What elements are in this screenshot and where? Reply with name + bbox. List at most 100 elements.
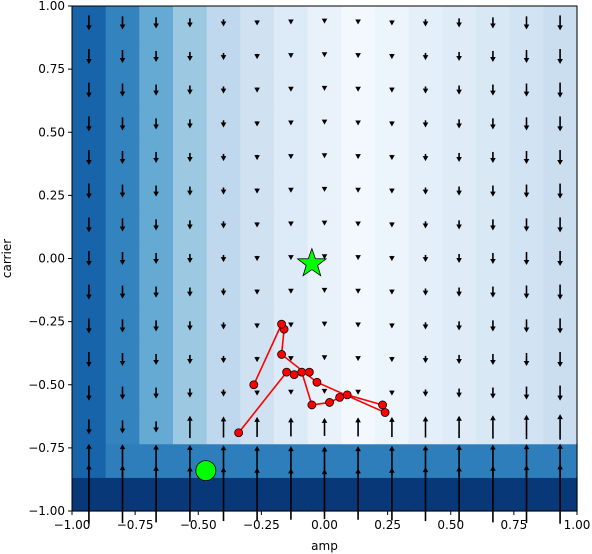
quiver-arrow: [422, 221, 429, 229]
arrow-head: [355, 19, 361, 25]
arrow-head: [355, 446, 361, 452]
quiver-arrow: [153, 252, 159, 265]
arrow-head: [523, 125, 530, 131]
quiver-arrow: [355, 288, 361, 294]
start-marker: [195, 460, 217, 482]
quiver-arrow: [557, 414, 563, 440]
quiver-arrow: [557, 116, 563, 132]
quiver-arrow: [321, 446, 328, 475]
arrow-head: [523, 58, 530, 64]
quiver-arrow: [389, 416, 395, 437]
y-tick-label: 0.50: [38, 125, 65, 139]
quiver-arrow: [187, 253, 193, 264]
arrow-head: [389, 289, 395, 295]
arrow-head: [389, 390, 395, 396]
quiver-arrow: [288, 356, 294, 362]
arrow-head: [254, 416, 260, 422]
arrow-head: [288, 417, 294, 423]
arrow-head: [355, 417, 361, 423]
quiver-arrow: [321, 186, 328, 192]
arrow-head: [523, 394, 530, 400]
trajectory-point: [297, 367, 307, 377]
quiver-arrow: [557, 318, 563, 334]
arrow-head: [119, 361, 126, 367]
quiver-arrow: [523, 218, 530, 232]
quiver-arrow: [220, 153, 227, 162]
quiver-arrow: [557, 284, 563, 300]
quiver-arrow: [523, 83, 530, 97]
arrow-head: [220, 324, 227, 330]
arrow-head: [422, 416, 429, 422]
quiver-arrow: [119, 49, 126, 64]
arrow-head: [422, 21, 429, 27]
quiver-arrow: [355, 120, 361, 126]
quiver-arrow: [389, 222, 395, 228]
arrow-head: [220, 358, 227, 364]
quiver-arrow: [187, 220, 193, 230]
arrow-head: [321, 85, 328, 91]
quiver-arrow: [288, 154, 294, 160]
quiver-arrow: [422, 389, 429, 397]
quiver-arrow: [355, 53, 361, 59]
arrow-head: [254, 222, 260, 228]
quiver-arrow: [288, 19, 294, 25]
quiver-arrow: [456, 85, 462, 95]
quiver-arrow: [490, 415, 496, 439]
goal-marker: [296, 247, 328, 277]
quiver-arrow: [86, 318, 92, 334]
quiver-arrow: [355, 86, 361, 92]
arrow-head: [254, 357, 260, 363]
arrow-head: [220, 290, 227, 296]
arrow-head: [456, 291, 462, 297]
arrow-head: [456, 190, 462, 196]
quiver-arrow: [153, 320, 159, 332]
y-tick-label: 1.00: [38, 0, 65, 13]
arrow-head: [422, 55, 429, 61]
arrow-head: [254, 445, 260, 451]
arrow-head: [220, 445, 227, 451]
arrow-head: [86, 328, 92, 334]
y-tick-label: −0.75: [28, 441, 65, 455]
quiver-arrow: [254, 53, 260, 60]
arrow-head: [456, 415, 462, 421]
arrow-head: [187, 224, 193, 230]
quiver-arrow: [153, 84, 159, 96]
arrow-head: [153, 360, 159, 366]
arrow-head: [490, 225, 496, 231]
arrow-head: [321, 254, 328, 260]
quiver-arrow: [254, 390, 260, 396]
quiver-arrow: [187, 85, 193, 95]
arrow-head: [557, 414, 563, 420]
arrow-head: [321, 18, 328, 24]
quiver-arrow: [220, 288, 227, 296]
y-tick-label: −0.50: [28, 378, 65, 392]
arrow-head: [456, 224, 462, 230]
quiver-arrow: [389, 356, 395, 363]
quiver-arrow: [119, 352, 126, 367]
heatmap-cell: [307, 309, 342, 344]
x-tick-label: 0.75: [501, 518, 528, 532]
arrow-head: [389, 87, 395, 93]
arrow-head: [220, 189, 227, 195]
arrow-head: [456, 157, 462, 163]
quiver-arrow: [153, 17, 159, 29]
quiver-arrow: [119, 16, 126, 30]
quiver-arrow: [422, 254, 429, 263]
arrow-head: [523, 24, 530, 30]
quiver-arrow: [288, 446, 294, 475]
quiver-arrow: [187, 18, 193, 28]
quiver-arrow: [490, 84, 496, 96]
quiver-arrow: [254, 20, 260, 26]
arrow-head: [288, 187, 294, 193]
arrow-head: [456, 359, 462, 365]
trajectory-point: [312, 377, 322, 387]
quiver-arrow: [490, 387, 496, 399]
quiver-arrow: [523, 386, 530, 400]
quiver-arrow: [321, 18, 328, 24]
heatmap-cell: [307, 6, 342, 41]
quiver-arrow: [220, 221, 227, 229]
quiver-arrow: [220, 355, 227, 364]
arrow-head: [187, 123, 193, 129]
quiver-arrow: [288, 120, 294, 126]
quiver-arrow: [288, 255, 294, 261]
